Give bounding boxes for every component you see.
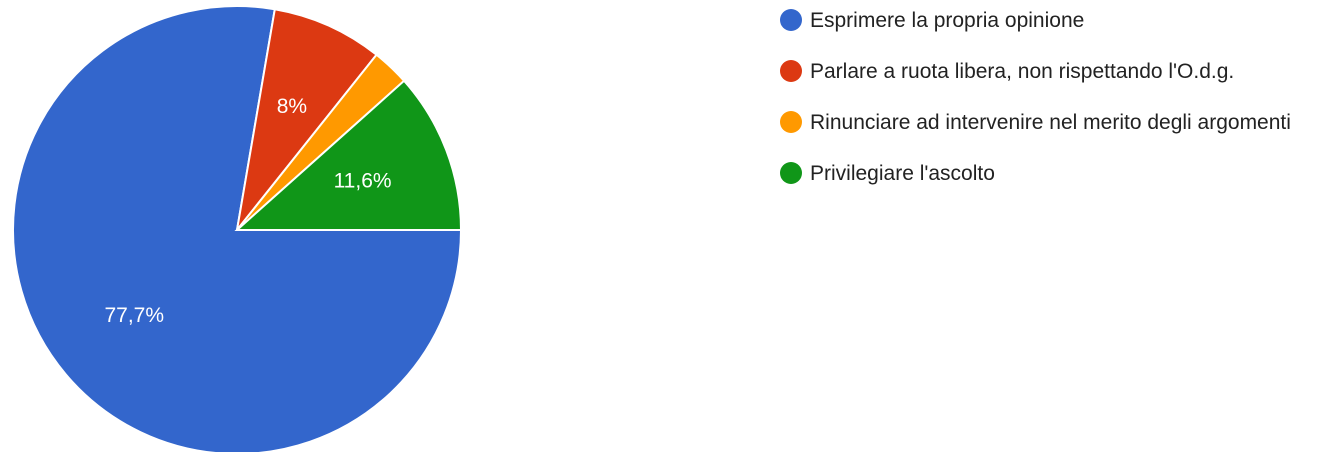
legend-swatch (780, 111, 802, 133)
legend-swatch (780, 9, 802, 31)
pie-slice (236, 8, 378, 231)
legend-item: Esprimere la propria opinione (780, 3, 1320, 38)
pie-slice (234, 79, 463, 231)
slice-label: 77,7% (104, 304, 164, 327)
slice-label: 11,6% (334, 170, 392, 193)
legend-item: Rinunciare ad intervenire nel merito deg… (780, 105, 1320, 140)
legend-label: Rinunciare ad intervenire nel merito deg… (810, 111, 1291, 134)
legend: Esprimere la propria opinione Parlare a r… (780, 3, 1320, 207)
legend-label: Esprimere la propria opinione (810, 9, 1085, 32)
legend-item: Parlare a ruota libera, non rispettando … (780, 54, 1320, 89)
legend-label: Privilegiare l'ascolto (810, 162, 995, 185)
legend-label: Parlare a ruota libera, non rispettando … (810, 60, 1235, 83)
legend-swatch (780, 60, 802, 82)
legend-item: Privilegiare l'ascolto (780, 156, 1320, 191)
legend-swatch (780, 162, 802, 184)
slice-label: 8% (277, 95, 307, 118)
